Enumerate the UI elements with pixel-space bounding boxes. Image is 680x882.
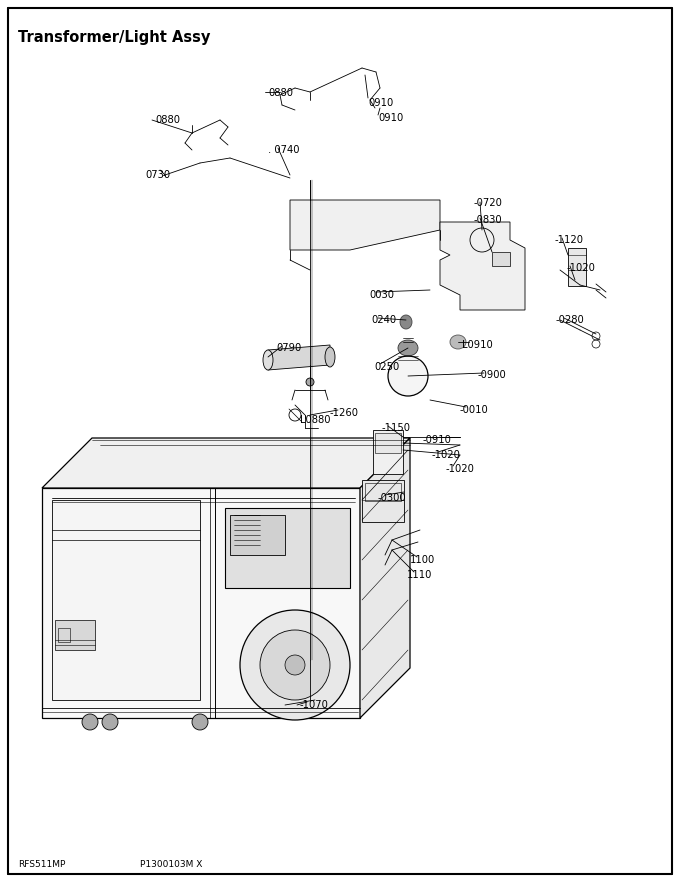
Text: 0730: 0730 bbox=[145, 170, 170, 180]
Text: -0900: -0900 bbox=[478, 370, 507, 380]
Text: 1100: 1100 bbox=[410, 555, 435, 565]
Circle shape bbox=[240, 610, 350, 720]
Bar bbox=[58, 628, 70, 642]
Circle shape bbox=[102, 714, 118, 730]
Polygon shape bbox=[42, 488, 360, 718]
Bar bbox=[230, 515, 285, 555]
Text: -0910: -0910 bbox=[423, 435, 452, 445]
Circle shape bbox=[82, 714, 98, 730]
Text: 1110: 1110 bbox=[407, 570, 432, 580]
Bar bbox=[362, 480, 404, 522]
Text: -0830: -0830 bbox=[474, 215, 503, 225]
Text: -1020: -1020 bbox=[446, 464, 475, 474]
Circle shape bbox=[306, 378, 314, 386]
Text: L0880: L0880 bbox=[300, 415, 330, 425]
Text: -0010: -0010 bbox=[460, 405, 489, 415]
Text: -1070: -1070 bbox=[300, 700, 329, 710]
Bar bbox=[365, 483, 401, 501]
Text: 0790: 0790 bbox=[276, 343, 301, 353]
Circle shape bbox=[260, 630, 330, 700]
Text: . 0740: . 0740 bbox=[268, 145, 299, 155]
Polygon shape bbox=[360, 438, 410, 718]
Text: -0720: -0720 bbox=[474, 198, 503, 208]
Text: -1150: -1150 bbox=[382, 423, 411, 433]
Text: 0250: 0250 bbox=[374, 362, 399, 372]
Text: P1300103M X: P1300103M X bbox=[140, 860, 203, 869]
Ellipse shape bbox=[400, 315, 412, 329]
Bar bbox=[55, 620, 95, 650]
Polygon shape bbox=[290, 200, 440, 250]
Bar bbox=[492, 252, 510, 266]
Polygon shape bbox=[440, 222, 525, 310]
Polygon shape bbox=[42, 438, 410, 488]
Ellipse shape bbox=[450, 335, 466, 349]
Text: 0880: 0880 bbox=[155, 115, 180, 125]
Text: -0280: -0280 bbox=[556, 315, 585, 325]
Bar bbox=[225, 508, 350, 588]
Ellipse shape bbox=[263, 350, 273, 370]
Text: 0030: 0030 bbox=[369, 290, 394, 300]
Bar bbox=[568, 248, 586, 286]
Text: -0300: -0300 bbox=[378, 493, 407, 503]
Bar bbox=[52, 500, 200, 700]
Text: -1020: -1020 bbox=[432, 450, 461, 460]
Text: -1260: -1260 bbox=[330, 408, 359, 418]
Circle shape bbox=[192, 714, 208, 730]
Text: -1120: -1120 bbox=[555, 235, 584, 245]
Circle shape bbox=[388, 356, 428, 396]
Text: -1020: -1020 bbox=[567, 263, 596, 273]
Ellipse shape bbox=[325, 347, 335, 367]
Text: 0910: 0910 bbox=[378, 113, 403, 123]
Text: 0910: 0910 bbox=[368, 98, 393, 108]
Text: RFS511MP: RFS511MP bbox=[18, 860, 65, 869]
Bar bbox=[375, 433, 401, 453]
Text: L0910: L0910 bbox=[462, 340, 493, 350]
Text: 0240: 0240 bbox=[371, 315, 396, 325]
Bar bbox=[373, 430, 403, 474]
Text: 0880: 0880 bbox=[268, 88, 293, 98]
Text: Transformer/Light Assy: Transformer/Light Assy bbox=[18, 30, 210, 45]
Ellipse shape bbox=[398, 340, 418, 356]
Circle shape bbox=[285, 655, 305, 675]
Polygon shape bbox=[268, 345, 330, 370]
